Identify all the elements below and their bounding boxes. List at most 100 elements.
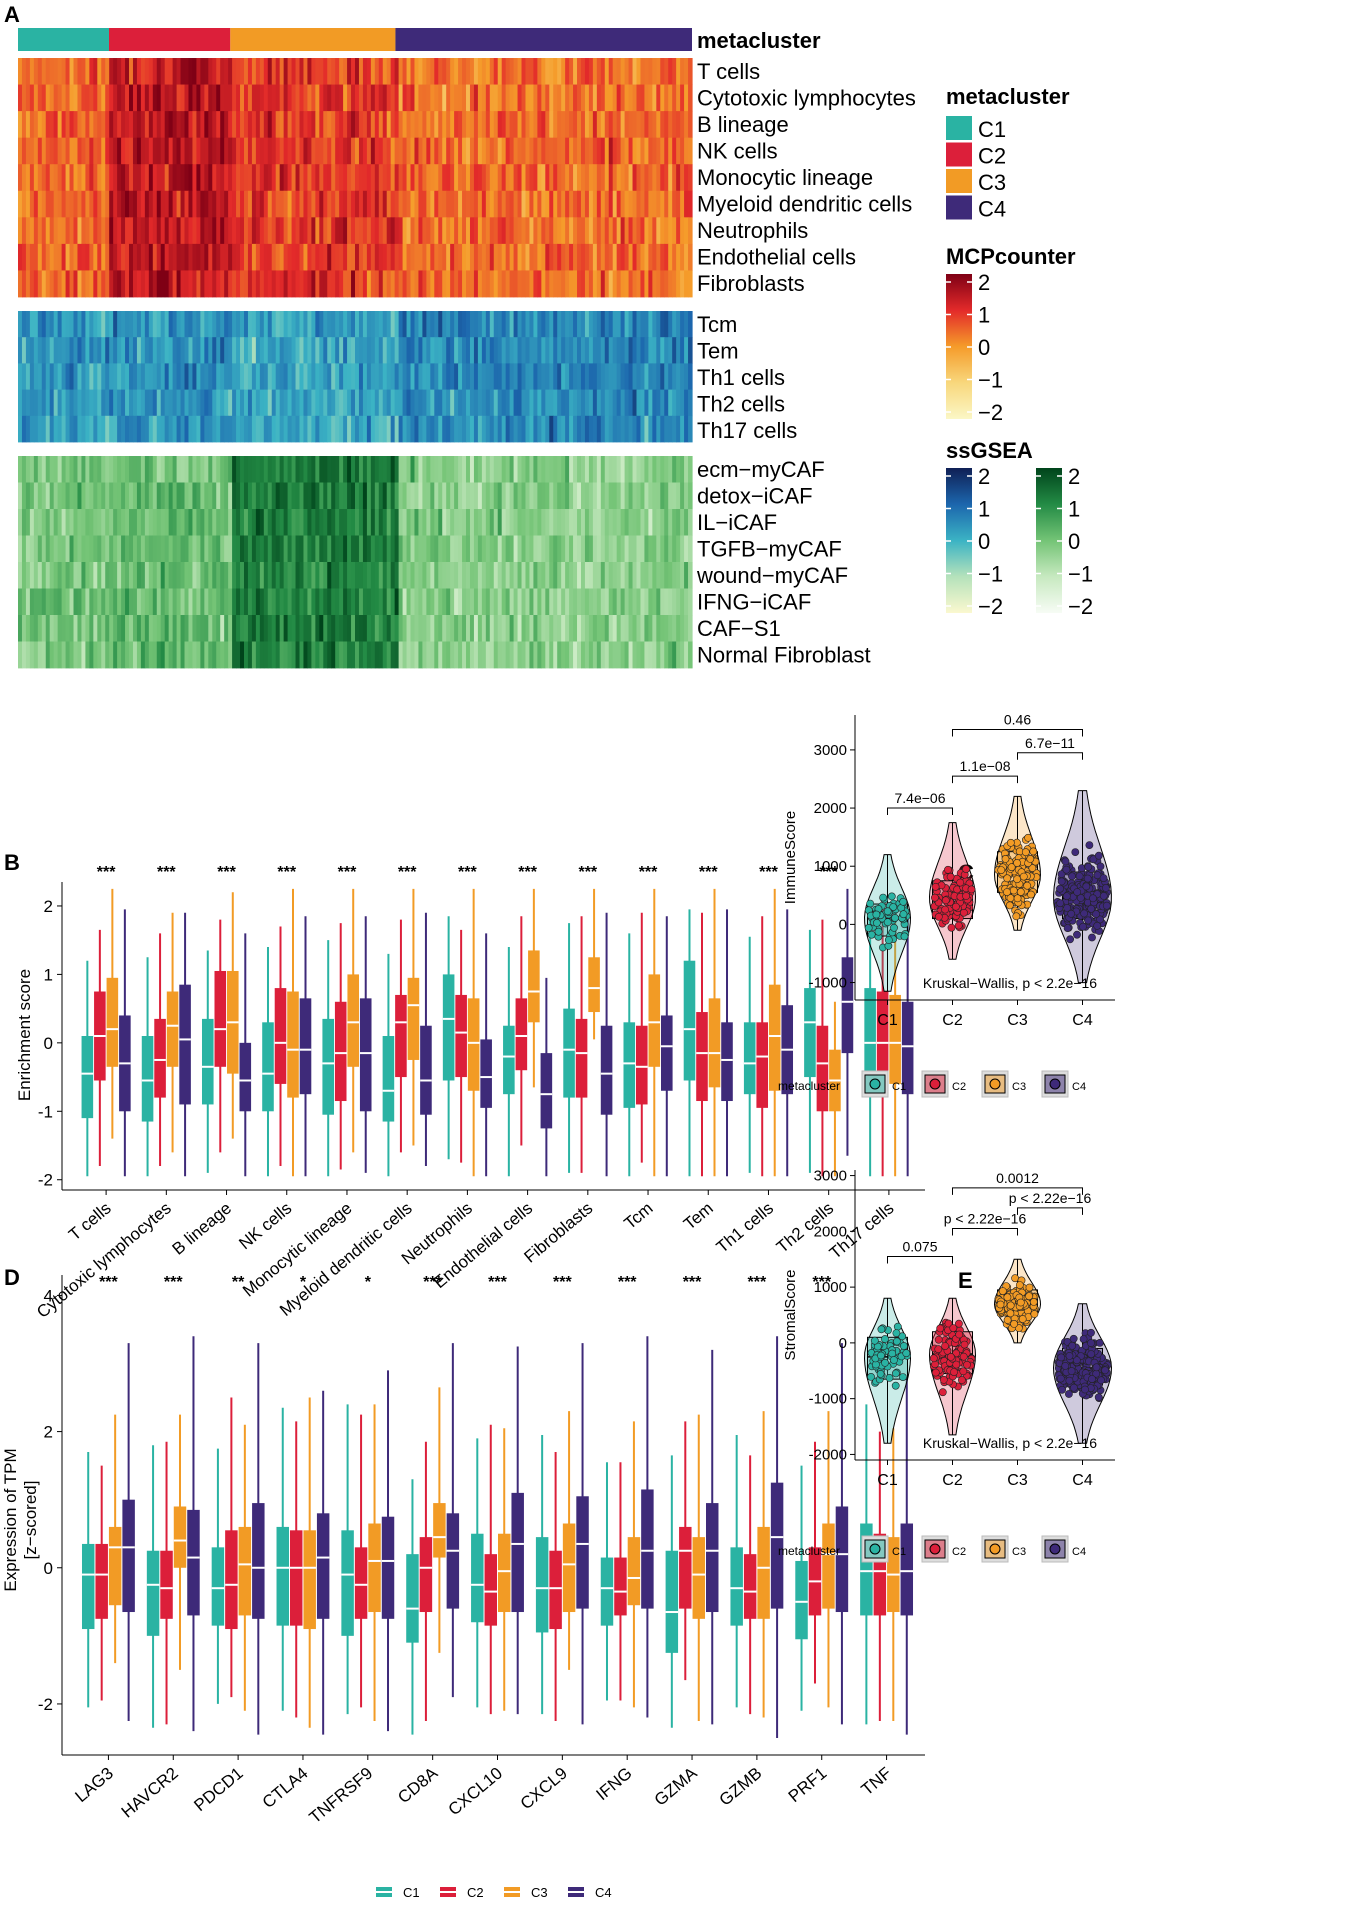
heatmap-cell (509, 58, 515, 85)
heatmap-cell (656, 389, 661, 417)
heatmap-cell (160, 58, 166, 85)
heatmap-cell (275, 111, 281, 139)
heatmap-cell (362, 217, 368, 245)
colorbar-tick-label: −1 (978, 368, 1003, 393)
heatmap-cell (73, 84, 79, 112)
box-C1 (535, 1435, 549, 1715)
box-body (467, 998, 480, 1091)
heatmap-cell (259, 164, 265, 192)
heatmap-cell (125, 243, 130, 271)
heatmap-cell (668, 389, 673, 417)
box-body (95, 1543, 108, 1619)
box-C1 (141, 957, 154, 1177)
heatmap-cell (477, 415, 483, 443)
heatmap-cell (196, 363, 201, 390)
heatmap-cell (323, 482, 328, 510)
heatmap-cell (632, 415, 638, 443)
heatmap-cell (628, 190, 634, 218)
heatmap-cell (410, 615, 416, 642)
heatmap-cell (136, 588, 142, 616)
box-C2 (289, 1421, 303, 1718)
heatmap-cell (243, 311, 249, 338)
heatmap-cell (347, 615, 352, 642)
heatmap-cell (188, 190, 194, 218)
heatmap-cell (251, 84, 257, 112)
heatmap-cell (57, 84, 63, 112)
heatmap-cell (648, 217, 653, 245)
heatmap-cell (129, 588, 134, 616)
heatmap-cell (640, 389, 646, 417)
heatmap-cell (438, 58, 443, 85)
heatmap-cell (339, 164, 344, 192)
heatmap-cell (61, 111, 67, 139)
heatmap-cell (105, 482, 110, 510)
heatmap-cell (331, 509, 336, 536)
heatmap-cell (61, 190, 67, 218)
heatmap-cell (144, 363, 150, 390)
data-point (934, 912, 943, 921)
heatmap-cell (505, 217, 511, 245)
heatmap-cell (93, 641, 98, 669)
heatmap-cell (77, 509, 83, 536)
heatmap-cell (220, 482, 225, 510)
heatmap-cell (101, 641, 106, 669)
heatmap-cell (410, 337, 416, 364)
heatmap-cell (319, 588, 324, 616)
heatmap-cell (636, 164, 642, 192)
heatmap-cell (148, 190, 154, 218)
heatmap-cell (29, 84, 35, 112)
heatmap-cell (648, 615, 653, 642)
heatmap-cell (243, 482, 249, 510)
heatmap-cell (521, 389, 527, 417)
heatmap-cell (61, 562, 67, 589)
heatmap-cell (21, 270, 27, 298)
heatmap-cell (343, 311, 348, 338)
box-body (528, 950, 540, 1023)
heatmap-cell (442, 84, 447, 112)
significance-mark: *** (97, 864, 116, 881)
heatmap-cell (390, 641, 396, 669)
heatmap-cell (529, 190, 535, 218)
heatmap-cell (97, 456, 102, 483)
heatmap-cell (684, 243, 689, 271)
heatmap-cell (485, 415, 491, 443)
heatmap-cell (549, 615, 554, 642)
heatmap-cell (351, 217, 356, 245)
heatmap-cell (335, 270, 340, 298)
box-body (316, 1513, 330, 1619)
heatmap-cell (164, 562, 170, 589)
heatmap-cell (517, 111, 523, 139)
heatmap-cell (620, 137, 626, 165)
heatmap-cell (525, 415, 531, 443)
heatmap-cell (319, 562, 324, 589)
heatmap-cell (347, 137, 352, 165)
heatmap-cell (557, 456, 562, 483)
heatmap-cell (232, 389, 237, 417)
heatmap-cell (382, 337, 388, 364)
significance-mark: *** (759, 864, 778, 881)
heatmap-cell (565, 137, 570, 165)
heatmap-cell (109, 456, 114, 483)
heatmap-cell (517, 456, 523, 483)
heatmap-cell (561, 84, 566, 112)
heatmap-cell (160, 111, 166, 139)
heatmap-cell (537, 111, 542, 139)
heatmap-cell (180, 415, 186, 443)
heatmap-cell (370, 456, 376, 483)
heatmap-cell (386, 217, 392, 245)
heatmap-cell (402, 190, 408, 218)
box-body (187, 1509, 200, 1616)
heatmap-cell (184, 482, 190, 510)
comparison-bracket: 1.1e−08 (952, 758, 1018, 784)
heatmap-cell (275, 535, 281, 563)
heatmap-cell (263, 111, 269, 139)
heatmap-cell (640, 588, 646, 616)
heatmap-cell (37, 509, 43, 536)
heatmap-cell (311, 111, 316, 139)
heatmap-cell (327, 615, 332, 642)
heatmap-cell (442, 243, 447, 271)
heatmap-cell (247, 270, 253, 298)
heatmap-cell (184, 415, 190, 443)
heatmap-cell (49, 217, 55, 245)
heatmap-cell (612, 137, 618, 165)
